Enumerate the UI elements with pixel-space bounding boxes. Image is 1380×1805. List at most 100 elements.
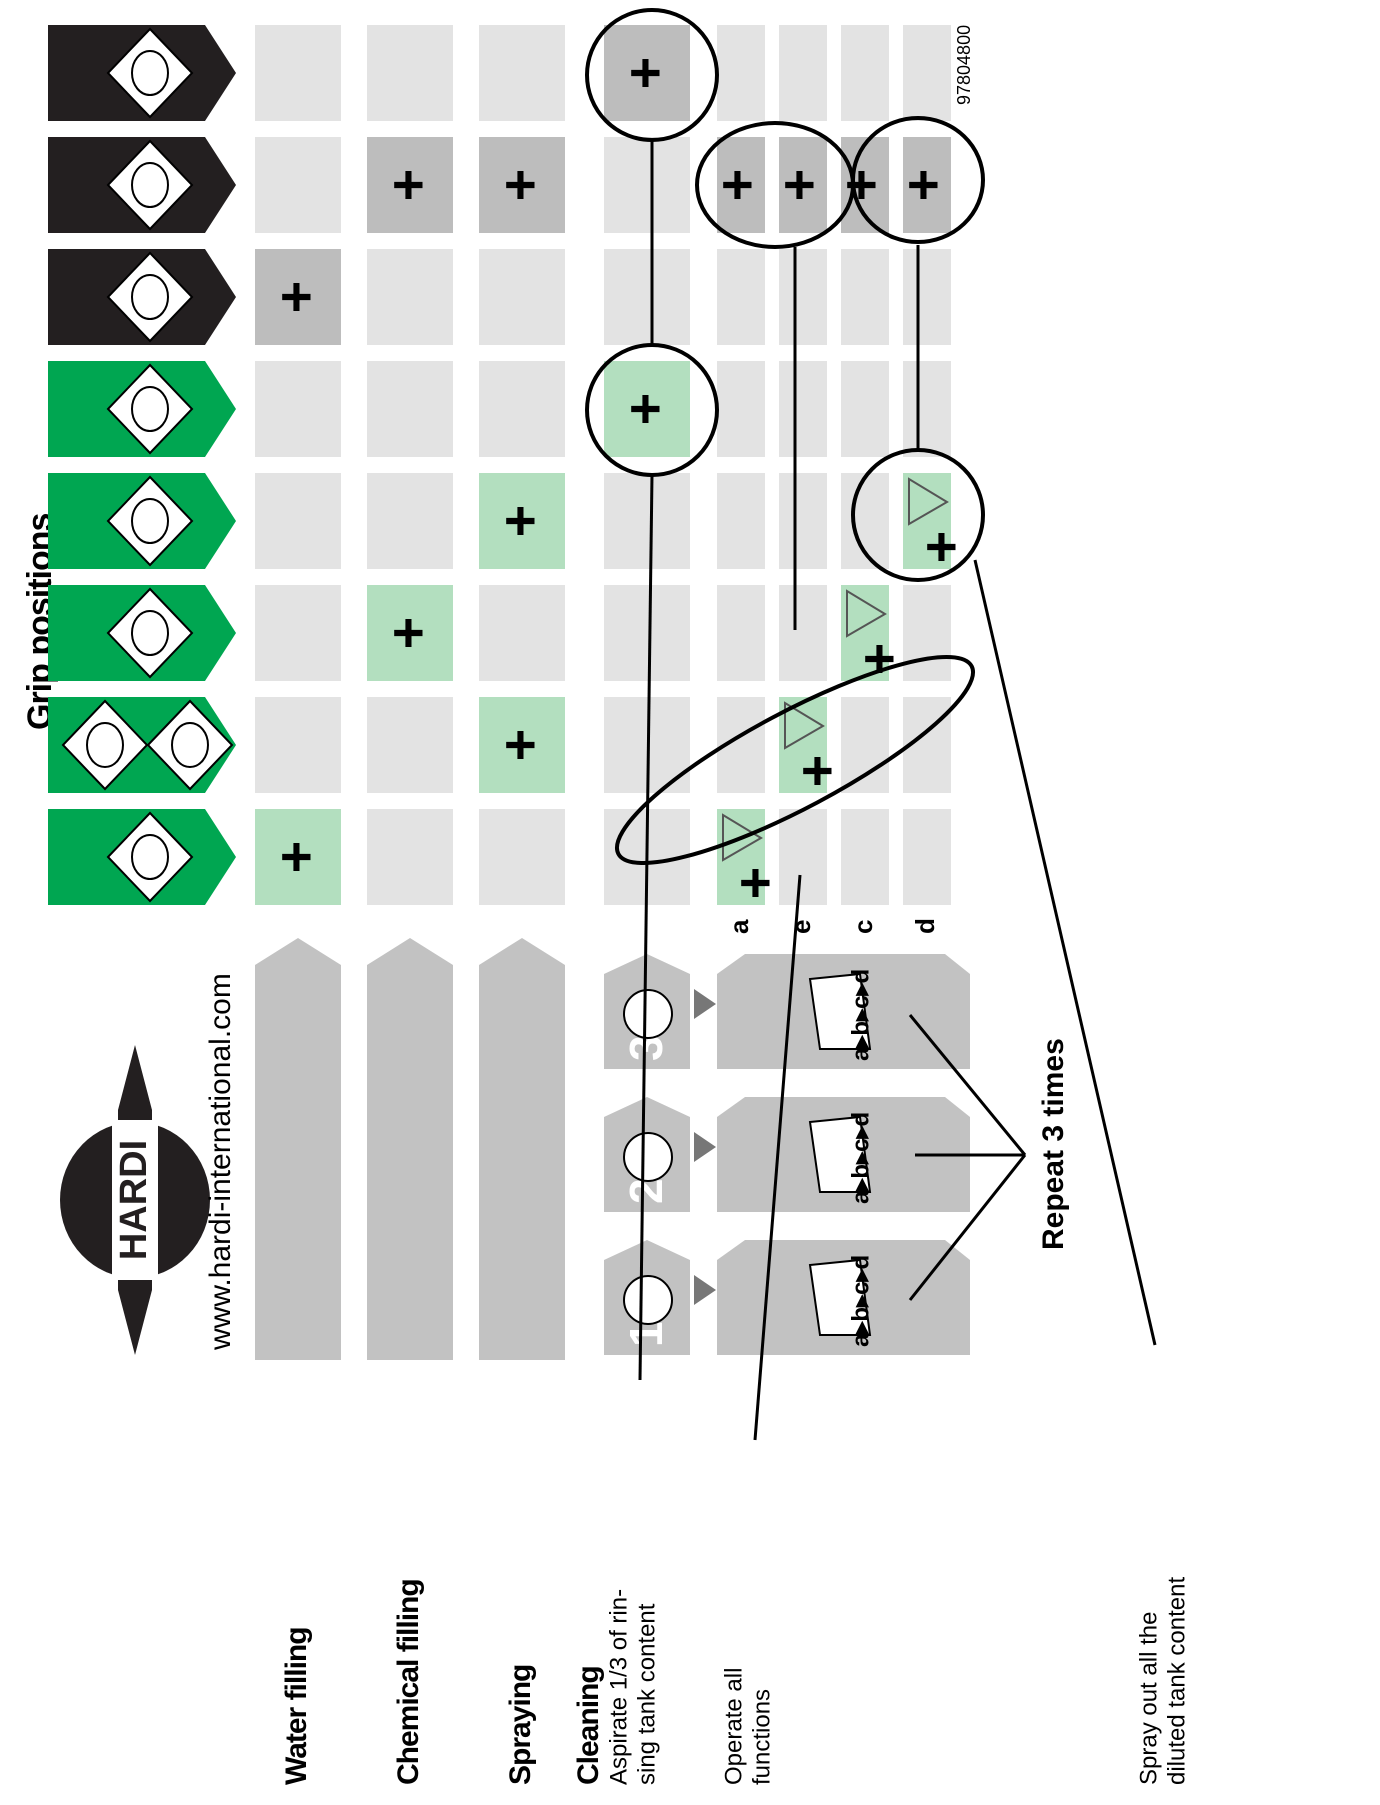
- leader-line: [908, 1014, 1027, 1156]
- cell: [604, 473, 690, 569]
- cell: [717, 585, 765, 681]
- cell: [367, 809, 453, 905]
- grip-icon-part: [131, 610, 169, 656]
- cell-plus: +: [785, 755, 848, 788]
- cell: [479, 697, 565, 793]
- cell: [367, 137, 453, 233]
- sub-label: a: [724, 919, 754, 934]
- cell: [841, 697, 889, 793]
- highlight-circle: [614, 654, 976, 866]
- annotation: Spray out all the: [1135, 1612, 1162, 1785]
- row-note: sing tank content: [633, 1603, 660, 1785]
- cell: [604, 585, 690, 681]
- cell: [255, 809, 341, 905]
- sub-label: e: [786, 920, 816, 934]
- cell-plus: +: [767, 169, 830, 202]
- grip-icon: [106, 27, 194, 119]
- logo: HARDI: [113, 1140, 155, 1260]
- cell: [779, 809, 827, 905]
- cell: [479, 473, 565, 569]
- cell: [903, 25, 951, 121]
- cell: [717, 473, 765, 569]
- cell-plus: +: [488, 729, 551, 762]
- grip-icon: [146, 699, 234, 791]
- repeat-label: Repeat 3 times: [1037, 1038, 1070, 1250]
- cell-plus: +: [909, 531, 972, 564]
- cell: [841, 25, 889, 121]
- leader-line: [908, 1154, 1027, 1301]
- cell: [779, 473, 827, 569]
- sub-icon: [808, 1115, 872, 1193]
- cell: [841, 249, 889, 345]
- warning-icon: [784, 701, 825, 750]
- warning-icon: [908, 477, 949, 526]
- cell: [779, 249, 827, 345]
- row-band: [367, 938, 453, 1360]
- cell: [903, 361, 951, 457]
- cell: [779, 137, 827, 233]
- cell: [841, 137, 889, 233]
- cell: [717, 361, 765, 457]
- cell: [903, 809, 951, 905]
- cell-plus: +: [723, 867, 786, 900]
- row-label: Water filling: [280, 1627, 313, 1785]
- grip-icon: [106, 475, 194, 567]
- step-number: 3: [620, 1035, 672, 1061]
- cell-plus: +: [891, 169, 954, 202]
- cell-plus: +: [613, 57, 676, 90]
- cell-plus: +: [264, 281, 327, 314]
- grip-icon-part: [131, 386, 169, 432]
- cell: [367, 361, 453, 457]
- cell: [717, 137, 765, 233]
- grip-icon-part: [171, 722, 209, 768]
- cell: [255, 585, 341, 681]
- row-band: [255, 938, 341, 1360]
- step-icon: [623, 1275, 673, 1325]
- grip-icon-part: [131, 274, 169, 320]
- cell: [717, 25, 765, 121]
- cell: [479, 137, 565, 233]
- step-icon: [623, 989, 673, 1039]
- cell: [255, 697, 341, 793]
- url: www.hardi-international.com: [204, 973, 237, 1351]
- cell: [367, 473, 453, 569]
- step-sequence: a▸b▸c▸d: [847, 1255, 874, 1347]
- cell: [255, 249, 341, 345]
- cell: [255, 25, 341, 121]
- highlight-circle: [851, 116, 985, 244]
- logo-plate: [112, 1120, 158, 1280]
- cell-plus: +: [376, 169, 439, 202]
- cell-plus: +: [829, 169, 892, 202]
- sub-label: c: [848, 920, 878, 934]
- cell: [779, 361, 827, 457]
- annotation: functions: [748, 1689, 775, 1785]
- rotated-sheet: Grip positions HARDI www.hardi-internati…: [21, 8, 1190, 1785]
- cell: [255, 473, 341, 569]
- row-label: Cleaning: [572, 1666, 605, 1785]
- grip-icon: [106, 139, 194, 231]
- cell: [367, 249, 453, 345]
- row-label: Chemical filling: [392, 1579, 425, 1785]
- step-number: 1: [620, 1321, 672, 1347]
- cell-plus: +: [376, 617, 439, 650]
- cell: [479, 585, 565, 681]
- cell: [479, 361, 565, 457]
- annotation: Operate all: [720, 1668, 747, 1785]
- cell: [604, 25, 690, 121]
- sub-icon: [808, 1258, 872, 1336]
- step-sequence: a▸b▸c▸d: [847, 1112, 874, 1204]
- cell: [604, 137, 690, 233]
- cell: [903, 249, 951, 345]
- grip-icon: [106, 587, 194, 679]
- cell: [604, 361, 690, 457]
- cell: [479, 249, 565, 345]
- warning-icon: [722, 813, 763, 862]
- step-arrow: [694, 1275, 716, 1305]
- annotation: diluted tank content: [1163, 1577, 1190, 1785]
- grip-icon-part: [86, 722, 124, 768]
- cell: [604, 249, 690, 345]
- grip-icon: [106, 363, 194, 455]
- leader-line: [753, 874, 802, 1441]
